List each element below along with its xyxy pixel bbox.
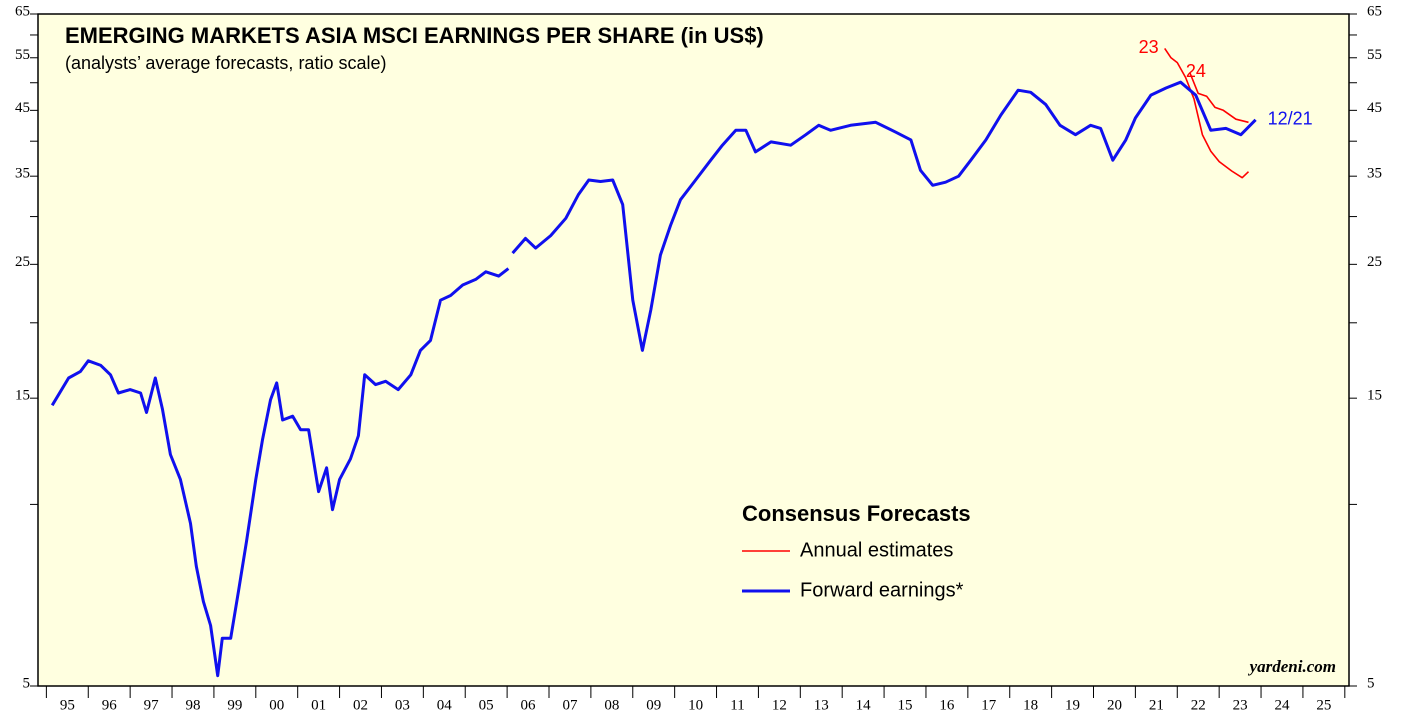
x-tick-label: 25: [1316, 697, 1331, 713]
line-label: 23: [1139, 37, 1159, 57]
y-tick-label: 65: [15, 3, 30, 19]
y2-tick-label: 65: [1367, 3, 1382, 19]
x-tick-label: 03: [395, 697, 410, 713]
y-tick-label: 5: [23, 675, 31, 691]
x-tick-label: 11: [730, 697, 744, 713]
y-tick-label: 25: [15, 254, 30, 270]
y2-tick-label: 55: [1367, 47, 1382, 63]
x-tick-label: 05: [479, 697, 494, 713]
x-tick-label: 18: [1023, 697, 1038, 713]
x-tick-label: 14: [856, 697, 872, 713]
x-tick-label: 02: [353, 697, 368, 713]
chart-title: EMERGING MARKETS ASIA MSCI EARNINGS PER …: [65, 23, 764, 48]
legend-label: Forward earnings*: [800, 579, 964, 601]
x-tick-label: 20: [1107, 697, 1122, 713]
estimate-line: [1164, 47, 1250, 179]
x-tick-label: 10: [688, 697, 703, 713]
estimate-line: [1189, 72, 1249, 124]
x-tick-label: 04: [437, 697, 453, 713]
x-tick-label: 07: [562, 697, 578, 713]
legend-title: Consensus Forecasts: [742, 501, 971, 526]
chart-subtitle: (analysts’ average forecasts, ratio scal…: [65, 53, 386, 73]
x-tick-label: 97: [144, 697, 160, 713]
y-tick-label: 45: [15, 100, 30, 116]
x-tick-label: 19: [1065, 697, 1080, 713]
x-tick-label: 00: [269, 697, 284, 713]
legend-label: Annual estimates: [800, 539, 953, 561]
plot-area: [37, 13, 1350, 687]
x-tick-label: 08: [604, 697, 619, 713]
x-tick-label: 13: [814, 697, 829, 713]
x-tick-label: 16: [939, 697, 955, 713]
source: yardeni.com: [1248, 657, 1336, 676]
x-tick-label: 96: [102, 697, 118, 713]
x-tick-label: 23: [1233, 697, 1248, 713]
y2-tick-label: 45: [1367, 100, 1382, 116]
x-tick-label: 09: [646, 697, 661, 713]
y2-tick-label: 25: [1367, 254, 1382, 270]
x-tick-label: 06: [521, 697, 537, 713]
forward-line: [50, 80, 1257, 678]
x-tick-label: 99: [227, 697, 242, 713]
y-tick-label: 15: [15, 388, 30, 404]
x-tick-label: 98: [185, 697, 200, 713]
x-tick-label: 24: [1274, 697, 1290, 713]
y-tick-label: 35: [15, 166, 30, 182]
x-tick-label: 21: [1149, 697, 1164, 713]
line-label: 24: [1186, 61, 1206, 81]
end-label: 12/21: [1268, 109, 1313, 129]
x-tick-label: 12: [772, 697, 787, 713]
x-tick-label: 22: [1191, 697, 1206, 713]
y-tick-label: 55: [15, 47, 30, 63]
y2-tick-label: 15: [1367, 388, 1382, 404]
x-tick-label: 15: [898, 697, 913, 713]
y2-tick-label: 5: [1367, 675, 1375, 691]
x-tick-label: 01: [311, 697, 326, 713]
x-tick-label: 17: [981, 697, 997, 713]
y2-tick-label: 35: [1367, 166, 1382, 182]
x-tick-label: 95: [60, 697, 75, 713]
